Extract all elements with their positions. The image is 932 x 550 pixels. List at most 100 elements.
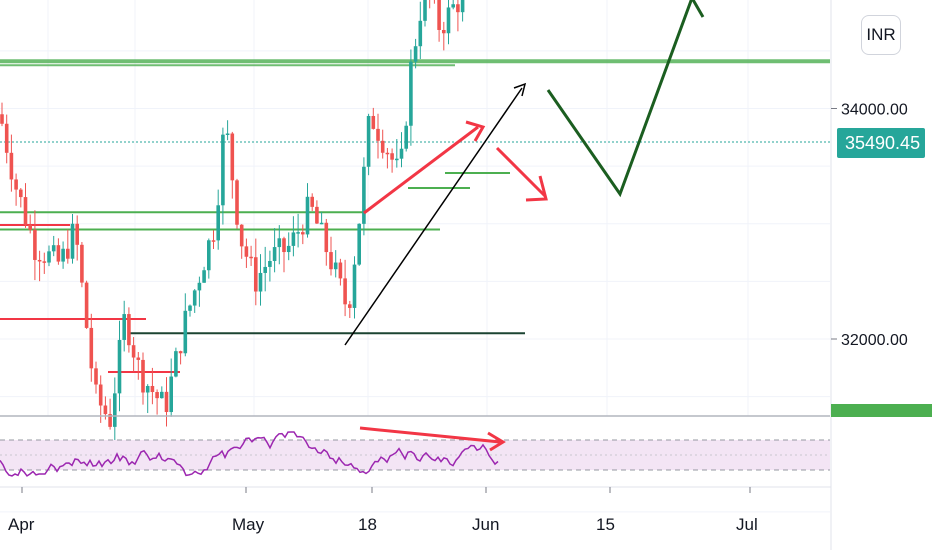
candle-body — [136, 357, 141, 360]
candle-body — [0, 114, 4, 124]
candle-body — [169, 376, 173, 413]
candle-body — [338, 262, 343, 279]
red-arrow-down — [495, 146, 547, 198]
candle-body — [380, 140, 385, 153]
candle-body — [51, 245, 56, 252]
candle-body — [399, 148, 404, 159]
candle-body — [333, 262, 338, 270]
candle-body — [183, 310, 188, 354]
candle-body — [131, 345, 136, 358]
candle-body — [282, 238, 286, 253]
candle-body — [301, 232, 305, 235]
candle-body — [376, 128, 380, 141]
candle-body — [197, 282, 202, 291]
candle-body — [70, 223, 75, 259]
candle-body — [395, 158, 399, 161]
time-axis-tick: 18 — [358, 515, 377, 534]
candle-body — [103, 405, 108, 415]
candle-body — [188, 305, 192, 311]
candle-body — [192, 290, 197, 306]
candle-body — [42, 261, 47, 263]
rsi-divergence-line — [359, 426, 501, 444]
candle-body — [371, 115, 376, 129]
candle-body — [239, 224, 244, 247]
price-axis-tick: 32000.00 — [841, 332, 908, 349]
currency-badge[interactable]: INR — [861, 15, 901, 55]
candle-body — [235, 180, 239, 225]
candle-body — [296, 232, 300, 234]
candle-body — [108, 414, 112, 427]
trendline-arrowhead — [513, 82, 527, 97]
candle-body — [362, 166, 366, 224]
time-axis-tick: Jul — [736, 515, 758, 534]
support-price-label-bg — [831, 404, 932, 417]
candle-body — [75, 223, 79, 245]
candle-body — [178, 351, 183, 354]
candle-body — [127, 314, 131, 346]
candle-body — [164, 391, 169, 413]
candle-body — [272, 247, 277, 262]
rsi-pane — [0, 415, 830, 477]
red-arrow-up — [363, 125, 479, 215]
candle-body — [155, 392, 159, 399]
candle-body — [460, 0, 465, 13]
candle-body — [9, 152, 14, 180]
grid — [0, 0, 830, 513]
rsi-line — [0, 431, 499, 477]
rsi-divergence-arrowhead — [487, 431, 506, 452]
candle-body — [456, 4, 460, 13]
candle-body — [61, 248, 65, 262]
candle-body — [277, 238, 282, 248]
candle-body — [352, 264, 357, 308]
candle-body — [310, 196, 314, 207]
time-axis-tick: Apr — [8, 515, 35, 534]
candle-body — [385, 152, 390, 155]
candle-body — [145, 385, 150, 393]
candlestick-series — [0, 0, 465, 445]
candle-body — [329, 252, 333, 270]
time-axis-tick: May — [232, 515, 265, 534]
candle-body — [56, 245, 61, 262]
candle-body — [33, 229, 37, 260]
candle-body — [47, 251, 51, 263]
projection-path — [546, 0, 693, 198]
candle-body — [80, 244, 84, 283]
candle-body — [249, 256, 253, 259]
candle-body — [263, 266, 267, 273]
candle-body — [413, 46, 418, 62]
candle-body — [141, 359, 145, 393]
candle-body — [98, 384, 103, 406]
candle-body — [409, 61, 413, 126]
candle-body — [357, 223, 361, 265]
candle-body — [319, 222, 324, 225]
candle-body — [117, 339, 122, 394]
candle-body — [202, 270, 206, 283]
red-arrowhead — [465, 120, 486, 142]
candle-body — [160, 391, 164, 399]
candle-body — [28, 224, 32, 230]
candle-body — [19, 189, 23, 198]
last-price-label: 35490.45 — [845, 133, 920, 153]
candle-body — [390, 153, 394, 160]
candle-body — [221, 134, 225, 206]
candle-body — [66, 248, 70, 259]
candle-body — [258, 272, 263, 292]
candle-body — [268, 261, 272, 267]
last-price-label-bg — [837, 128, 925, 158]
candle-body — [404, 125, 408, 149]
candle-body — [451, 4, 455, 8]
candle-body — [113, 393, 117, 427]
candle-body — [89, 327, 94, 369]
candle-body — [418, 20, 423, 47]
price-axis-tick: 34000.00 — [841, 102, 908, 119]
candle-body — [207, 240, 211, 271]
candle-body — [324, 222, 329, 253]
time-axis-tick: 15 — [596, 515, 615, 534]
candle-body — [244, 246, 249, 257]
projection-arrowhead — [691, 0, 705, 18]
candle-body — [4, 123, 9, 153]
candle-body — [84, 282, 89, 328]
candle-body — [442, 29, 446, 34]
candle-body — [423, 0, 427, 21]
